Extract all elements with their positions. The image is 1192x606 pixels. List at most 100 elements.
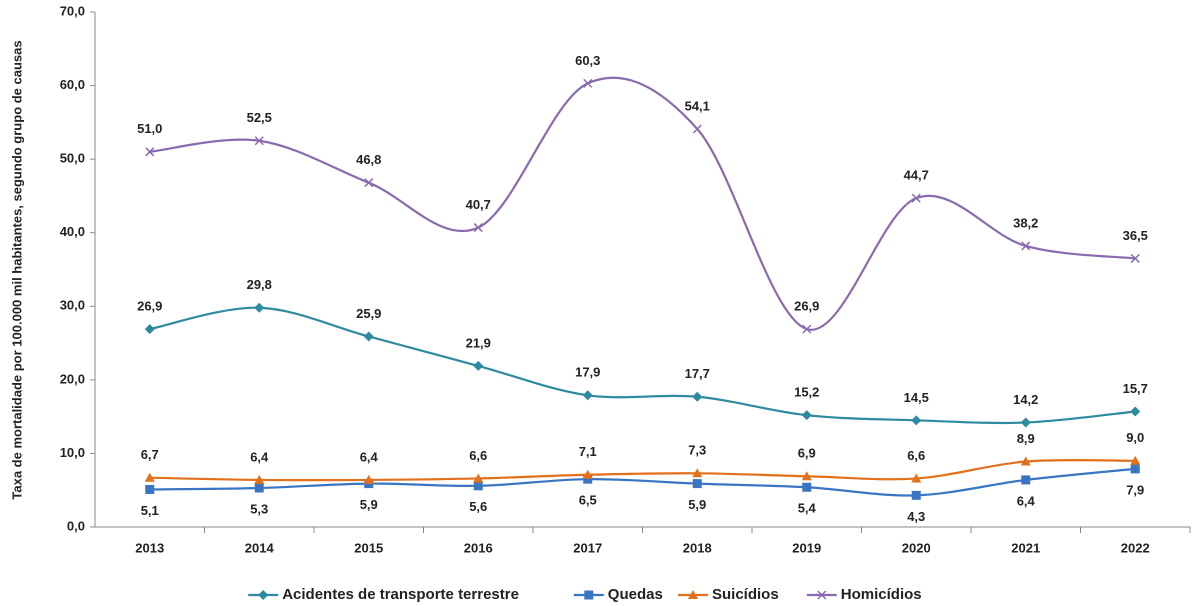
data-point — [582, 390, 593, 401]
data-point — [364, 178, 374, 188]
data-label: 8,9 — [1017, 431, 1035, 446]
data-label: 15,2 — [794, 385, 819, 400]
data-label: 5,4 — [798, 501, 817, 516]
data-label: 14,5 — [904, 390, 929, 405]
data-point — [911, 473, 922, 483]
data-point — [692, 124, 702, 134]
data-label: 5,9 — [688, 497, 706, 512]
data-label: 5,6 — [469, 499, 487, 514]
data-label: 26,9 — [794, 299, 819, 314]
data-point — [802, 324, 812, 334]
data-label: 52,5 — [247, 110, 272, 125]
x-tick-label: 2013 — [135, 540, 164, 555]
y-tick-label: 40,0 — [60, 224, 85, 239]
data-point — [1130, 464, 1140, 474]
data-point — [583, 474, 593, 484]
data-label: 17,7 — [685, 366, 710, 381]
legend-label: Suicídios — [712, 586, 779, 603]
data-point — [145, 147, 155, 157]
data-point — [363, 331, 374, 342]
x-tick-label: 2018 — [683, 540, 712, 555]
data-point — [254, 136, 264, 146]
legend-marker — [584, 590, 594, 600]
data-label: 51,0 — [137, 121, 162, 136]
data-point — [254, 302, 265, 313]
data-label: 6,6 — [469, 448, 487, 463]
data-point — [145, 484, 155, 494]
data-point — [144, 324, 155, 335]
data-label: 26,9 — [137, 299, 162, 314]
series-line — [149, 467, 1136, 497]
data-point — [473, 360, 484, 371]
data-label: 6,4 — [360, 449, 379, 464]
legend-marker — [258, 590, 269, 600]
data-point — [1130, 406, 1141, 417]
data-label: 6,6 — [907, 448, 925, 463]
data-label: 5,9 — [360, 497, 378, 512]
legend-marker — [688, 590, 698, 599]
series-line — [149, 306, 1136, 425]
x-tick-label: 2022 — [1121, 540, 1150, 555]
data-point — [1130, 253, 1140, 263]
data-point — [801, 410, 812, 421]
data-point — [1020, 417, 1031, 428]
data-label: 21,9 — [466, 335, 491, 350]
data-label: 14,2 — [1013, 392, 1038, 407]
x-tick-label: 2017 — [573, 540, 602, 555]
data-point — [254, 483, 264, 493]
data-point — [1020, 456, 1031, 466]
data-point — [1130, 455, 1141, 465]
data-label: 6,4 — [250, 449, 269, 464]
data-label: 17,9 — [575, 365, 600, 380]
data-point — [1021, 475, 1031, 485]
data-label: 46,8 — [356, 152, 381, 167]
data-point — [802, 482, 812, 492]
data-label: 25,9 — [356, 306, 381, 321]
y-tick-label: 0,0 — [67, 518, 85, 533]
y-tick-label: 30,0 — [60, 298, 85, 313]
legend-label: Quedas — [608, 586, 663, 603]
x-tick-label: 2015 — [354, 540, 383, 555]
data-label: 5,3 — [250, 501, 268, 516]
data-point — [144, 472, 155, 482]
y-tick-label: 70,0 — [60, 3, 85, 18]
y-tick-label: 60,0 — [60, 77, 85, 92]
data-point — [801, 471, 812, 481]
data-point — [692, 479, 702, 489]
data-point — [473, 473, 484, 483]
x-tick-label: 2020 — [902, 540, 931, 555]
legend-label: Acidentes de transporte terrestre — [282, 586, 519, 603]
data-label: 9,0 — [1126, 430, 1144, 445]
data-point — [473, 481, 483, 491]
data-point — [911, 415, 922, 426]
data-point — [911, 490, 921, 500]
legend-label: Homicídios — [841, 586, 922, 603]
data-label: 7,9 — [1126, 482, 1144, 497]
y-tick-label: 20,0 — [60, 371, 85, 386]
x-tick-label: 2021 — [1011, 540, 1040, 555]
data-point — [911, 193, 921, 203]
data-point — [692, 468, 703, 478]
data-label: 44,7 — [904, 168, 929, 183]
data-label: 36,5 — [1123, 228, 1148, 243]
x-tick-label: 2016 — [464, 540, 493, 555]
data-point — [583, 78, 593, 88]
data-label: 6,5 — [579, 493, 597, 508]
data-label: 6,7 — [141, 447, 159, 462]
data-point — [473, 223, 483, 233]
data-label: 29,8 — [247, 277, 272, 292]
data-label: 60,3 — [575, 53, 600, 68]
data-point — [363, 474, 374, 484]
y-tick-label: 50,0 — [60, 151, 85, 166]
data-point — [254, 474, 265, 484]
data-label: 54,1 — [685, 98, 710, 113]
legend-marker — [817, 590, 827, 600]
data-label: 5,1 — [141, 503, 159, 518]
data-label: 38,2 — [1013, 215, 1038, 230]
x-tick-label: 2019 — [792, 540, 821, 555]
data-label: 40,7 — [466, 197, 491, 212]
data-label: 4,3 — [907, 509, 925, 524]
data-point — [582, 469, 593, 479]
data-label: 6,9 — [798, 446, 816, 461]
